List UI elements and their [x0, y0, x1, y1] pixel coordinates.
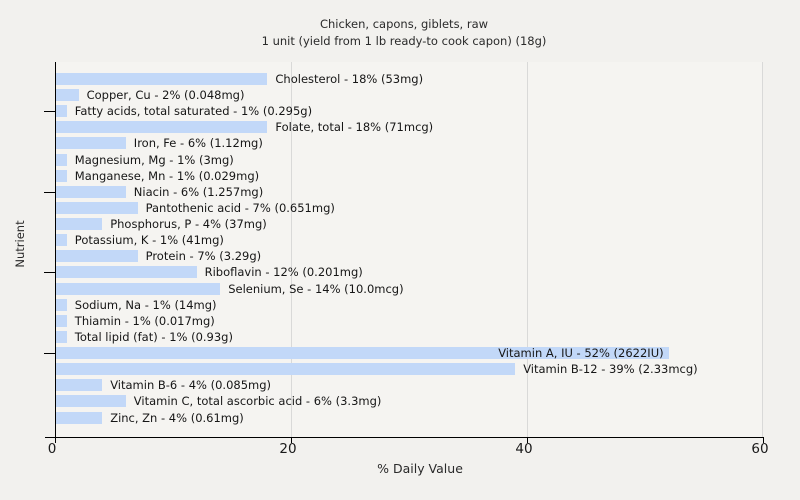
bar	[55, 137, 126, 150]
bar	[55, 363, 516, 376]
gridline-60	[762, 62, 763, 437]
bar	[55, 379, 103, 392]
bar	[55, 201, 138, 214]
bar-label: Iron, Fe - 6% (1.12mg)	[133, 136, 263, 151]
x-tick-label: 60	[751, 441, 769, 457]
bar	[55, 105, 67, 118]
x-tick	[527, 437, 528, 443]
y-tick	[44, 353, 55, 354]
bar	[55, 411, 103, 424]
bar	[55, 153, 67, 166]
bar-label: Vitamin B-12 - 39% (2.33mcg)	[523, 362, 698, 377]
bar-label: Zinc, Zn - 4% (0.61mg)	[110, 410, 244, 425]
bar	[55, 347, 669, 360]
bar-label: Vitamin B-6 - 4% (0.085mg)	[110, 378, 272, 393]
bar	[55, 121, 268, 134]
y-tick	[44, 192, 55, 193]
bar-label: Riboflavin - 12% (0.201mg)	[204, 265, 363, 280]
bar-label: Total lipid (fat) - 1% (0.93g)	[74, 329, 233, 344]
bar	[55, 185, 126, 198]
x-axis-title: % Daily Value	[377, 461, 463, 476]
bar	[55, 298, 67, 311]
gridline-40	[527, 62, 528, 437]
x-tick	[291, 437, 292, 443]
y-tick	[44, 111, 55, 112]
bar-label: Sodium, Na - 1% (14mg)	[74, 297, 217, 312]
x-axis-line	[45, 437, 764, 438]
bar	[55, 250, 138, 263]
bar-label: Manganese, Mn - 1% (0.029mg)	[74, 168, 260, 183]
bar-label: Cholesterol - 18% (53mg)	[275, 72, 424, 86]
bar-label: Fatty acids, total saturated - 1% (0.295…	[74, 104, 313, 119]
x-tick-label: 40	[515, 441, 533, 457]
bar	[55, 234, 67, 247]
bar-label: Vitamin C, total ascorbic acid - 6% (3.3…	[133, 394, 382, 409]
bar-label: Magnesium, Mg - 1% (3mg)	[74, 152, 234, 167]
bar-label: Phosphorus, P - 4% (37mg)	[110, 217, 267, 232]
bar	[55, 89, 79, 102]
bar	[55, 218, 103, 231]
bar	[55, 395, 126, 408]
bar-label: Copper, Cu - 2% (0.048mg)	[86, 88, 245, 103]
bar	[55, 330, 67, 343]
chart-header: Chicken, capons, giblets, raw 1 unit (yi…	[4, 16, 800, 50]
bar-label: Potassium, K - 1% (41mg)	[74, 233, 224, 248]
chart-title: Chicken, capons, giblets, raw	[319, 17, 489, 31]
bar-label: Selenium, Se - 14% (10.0mcg)	[228, 281, 404, 296]
y-tick	[44, 272, 55, 273]
x-tick-label: 20	[279, 441, 297, 457]
bar-label: Pantothenic acid - 7% (0.651mg)	[145, 200, 335, 215]
bar-label: Vitamin A, IU - 52% (2622IU)	[498, 346, 664, 361]
bar-label: Protein - 7% (3.29g)	[145, 249, 262, 264]
gridline-20	[291, 62, 292, 437]
x-tick	[763, 437, 764, 443]
x-tick-label: 0	[47, 441, 57, 457]
bar-label: Folate, total - 18% (71mcg)	[275, 120, 434, 135]
bar-label: Thiamin - 1% (0.017mg)	[74, 313, 215, 328]
plot-area: Cholesterol - 18% (53mg) Copper, Cu - 2% …	[55, 62, 763, 437]
bar	[55, 314, 67, 327]
chart-subtitle: 1 unit (yield from 1 lb ready-to cook ca…	[261, 34, 547, 48]
y-axis-line	[55, 62, 56, 438]
bar-label: Niacin - 6% (1.257mg)	[133, 184, 264, 199]
x-tick	[55, 437, 56, 443]
bar	[55, 73, 268, 85]
bar	[55, 169, 67, 182]
bar	[55, 282, 221, 295]
bar	[55, 266, 197, 279]
